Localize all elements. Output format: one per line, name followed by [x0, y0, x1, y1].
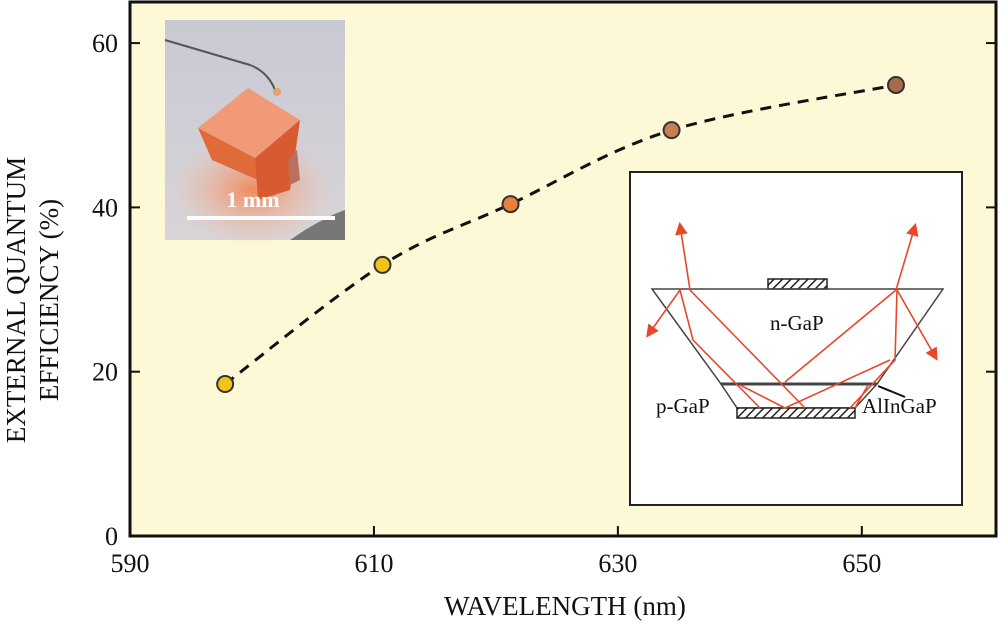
- light-rays: [646, 221, 938, 409]
- x-tick-label: 650: [842, 549, 881, 578]
- n-gap-label: n-GaP: [770, 311, 824, 335]
- scale-bar: [187, 216, 335, 220]
- data-point: [373, 255, 392, 274]
- data-point: [662, 121, 681, 140]
- light-ray: [784, 222, 919, 383]
- alingap-label: AlInGaP: [862, 394, 937, 418]
- bottom-contact: [736, 407, 856, 419]
- y-tick-label: 0: [105, 522, 118, 551]
- light-ray: [849, 287, 938, 409]
- data-point: [216, 375, 235, 394]
- x-tick-label: 590: [111, 549, 150, 578]
- scale-bar-label: 1 mm: [226, 187, 279, 212]
- x-tick-label: 610: [354, 549, 393, 578]
- x-axis-title: WAVELENGTH (nm): [444, 591, 686, 621]
- p-gap-label: p-GaP: [656, 394, 710, 418]
- data-point: [501, 195, 520, 214]
- plot-frame: [128, 0, 998, 538]
- light-ray: [739, 359, 891, 409]
- y-axis-title-line1: EXTERNAL QUANTUM: [1, 157, 31, 443]
- y-tick-label: 20: [92, 358, 118, 387]
- led-photo-inset: 1 mm: [164, 20, 345, 245]
- y-axis-title-line2: EFFICIENCY (%): [34, 199, 64, 401]
- y-tick-label: 60: [92, 29, 118, 58]
- led-structure-diagram: n-GaP p-GaP AlInGaP: [629, 171, 963, 506]
- light-ray: [854, 384, 869, 409]
- data-point: [886, 75, 905, 94]
- x-tick-label: 630: [598, 549, 637, 578]
- light-ray: [675, 221, 806, 409]
- y-tick-label: 40: [92, 193, 118, 222]
- top-contact: [767, 278, 828, 290]
- light-ray: [646, 288, 761, 409]
